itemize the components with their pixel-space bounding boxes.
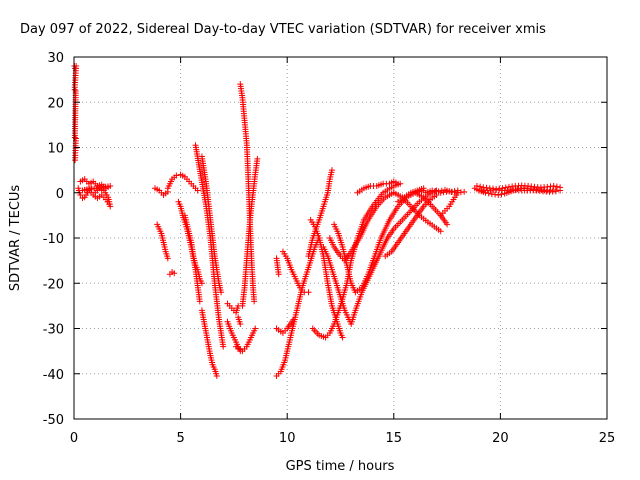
data-point — [77, 192, 84, 199]
y-tick-label: -50 — [43, 413, 64, 428]
data-point — [164, 255, 171, 262]
data-point — [213, 373, 220, 380]
data-point — [339, 334, 346, 341]
data-point — [433, 192, 440, 199]
y-tick-label: -30 — [43, 323, 64, 338]
data-point — [305, 289, 312, 296]
data-point — [72, 157, 79, 164]
x-tick-label: 20 — [492, 431, 509, 446]
data-point — [71, 134, 78, 141]
data-point — [194, 187, 201, 194]
y-tick-label: -40 — [43, 368, 64, 383]
data-point — [88, 185, 95, 192]
x-axis-label: GPS time / hours — [286, 459, 395, 474]
x-tick-label: 15 — [386, 431, 403, 446]
data-point — [437, 228, 444, 235]
data-point — [395, 180, 402, 187]
data-point — [237, 320, 244, 327]
y-tick-label: -20 — [43, 277, 64, 292]
data-point-interp — [485, 190, 492, 197]
data-point — [171, 270, 178, 277]
data-point — [107, 203, 114, 210]
data-point — [550, 182, 557, 189]
data-point-interp — [553, 183, 560, 190]
data-point — [198, 280, 205, 287]
y-axis-label: SDTVAR / TECUs — [8, 185, 23, 292]
data-point — [473, 182, 480, 189]
y-tick-label: 20 — [47, 96, 64, 111]
x-tick-label: 5 — [176, 431, 184, 446]
data-point — [220, 343, 227, 350]
data-point — [275, 271, 282, 278]
data-point — [252, 325, 259, 332]
data-point — [444, 221, 451, 228]
data-point — [461, 188, 468, 195]
data-markers — [71, 63, 564, 380]
data-point-interp — [477, 183, 484, 190]
data-point — [495, 192, 502, 199]
y-tick-label: 0 — [56, 187, 64, 202]
data-point — [218, 289, 225, 296]
data-point — [196, 298, 203, 305]
chart-title: Day 097 of 2022, Sidereal Day-to-day VTE… — [20, 22, 546, 37]
data-point — [420, 185, 427, 192]
x-tick-label: 0 — [70, 431, 78, 446]
y-tick-label: -10 — [43, 232, 64, 247]
data-point — [251, 298, 258, 305]
data-point — [552, 187, 559, 194]
axis-ticks: 0 5 10 15 20 25 -50 -40 -30 -20 -10 0 10 20 30 — [43, 51, 616, 446]
data-point — [71, 86, 78, 93]
x-tick-label: 25 — [599, 431, 616, 446]
data-point — [557, 184, 564, 191]
y-tick-label: 10 — [47, 142, 64, 157]
data-point — [173, 172, 180, 179]
data-point — [328, 167, 335, 174]
x-tick-label: 10 — [279, 431, 296, 446]
y-tick-label: 30 — [47, 51, 64, 66]
data-point — [254, 155, 261, 162]
